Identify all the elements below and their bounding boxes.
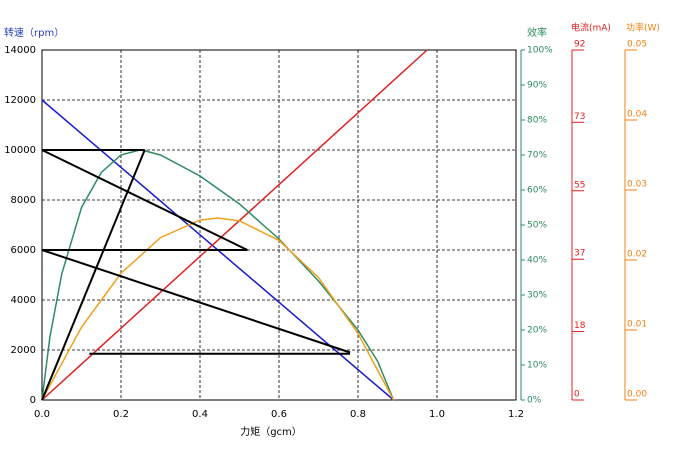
y-tick-label: 12000: [4, 95, 36, 106]
y2-tick-label: 0%: [527, 396, 542, 406]
y3-tick-label: 55: [574, 180, 585, 190]
y-tick-label: 2000: [11, 345, 36, 356]
series-line: [41, 217, 395, 401]
series-line: [41, 149, 248, 251]
y-tick-label: 8000: [11, 195, 36, 206]
series-line: [41, 49, 428, 401]
y-tick-label: 4000: [11, 295, 36, 306]
y2-tick-label: 10%: [527, 361, 547, 371]
y4-axis-title: 功率(W): [626, 22, 660, 34]
x-axis-title: 力矩（gcm）: [240, 425, 302, 438]
x-tick-label: 0.0: [34, 409, 50, 420]
y4-tick-label: 0.00: [627, 390, 647, 400]
y3-tick-label: 37: [574, 249, 585, 259]
y3-axis-title: 电流(mA): [571, 22, 611, 34]
y2-tick-label: 30%: [527, 291, 547, 301]
x-tick-label: 1.2: [508, 409, 524, 420]
y2-tick-label: 50%: [527, 221, 547, 231]
y3-tick-label: 0: [574, 390, 580, 400]
y4-tick-label: 0.01: [627, 320, 647, 330]
x-tick-label: 0.4: [192, 409, 208, 420]
y4-tick-label: 0.05: [627, 40, 647, 50]
y4-tick-label: 0.03: [627, 180, 647, 190]
series-line: [41, 249, 351, 354]
y4-tick-label: 0.04: [627, 110, 647, 120]
y2-tick-label: 40%: [527, 256, 547, 266]
x-tick-label: 0.2: [113, 409, 129, 420]
y2-axis-title: 效率: [527, 26, 547, 39]
y2-tick-label: 90%: [527, 81, 547, 91]
y-tick-label: 0: [30, 395, 36, 406]
y-tick-label: 14000: [4, 45, 36, 56]
y2-tick-label: 70%: [527, 151, 547, 161]
y2-tick-label: 60%: [527, 186, 547, 196]
y2-tick-label: 100%: [527, 46, 553, 56]
y2-tick-label: 20%: [527, 326, 547, 336]
y3-tick-label: 18: [574, 321, 586, 331]
x-tick-label: 0.6: [271, 409, 287, 420]
y-tick-label: 6000: [11, 245, 36, 256]
y-tick-label: 10000: [4, 145, 36, 156]
y4-tick-label: 0.02: [627, 250, 647, 260]
y3-tick-label: 92: [574, 40, 585, 50]
x-tick-label: 1.0: [429, 409, 445, 420]
y2-tick-label: 80%: [527, 116, 547, 126]
y3-tick-label: 73: [574, 112, 585, 122]
y-axis-title: 转速（rpm）: [4, 26, 64, 39]
x-tick-label: 0.8: [350, 409, 366, 420]
